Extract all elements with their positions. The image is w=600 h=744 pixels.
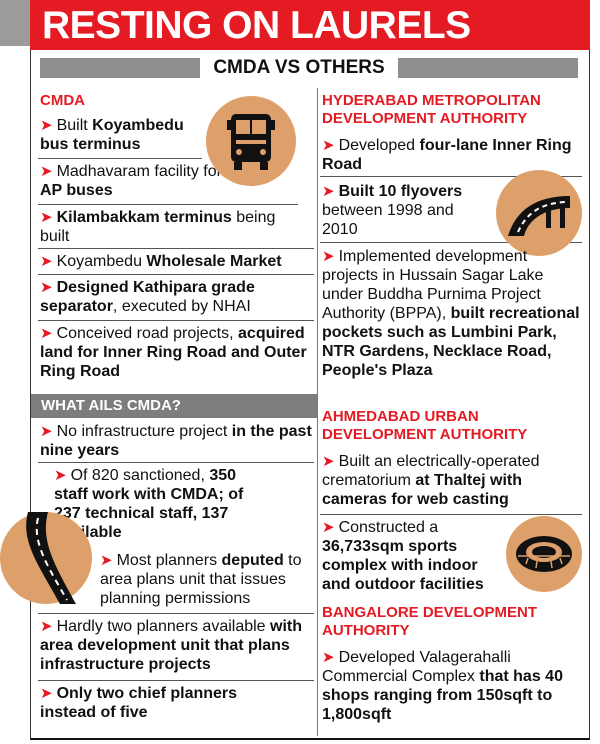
ails-item-3: ➤ Most planners deputed to area plans uni… (100, 552, 302, 607)
divider (38, 204, 298, 205)
divider (38, 680, 314, 681)
left-margin-strip (0, 0, 30, 46)
divider (38, 158, 202, 159)
hmda-item-1: ➤ Developed four-lane Inner Ring Road (322, 137, 572, 173)
subtitle: CMDA VS OTHERS (200, 54, 398, 82)
bda-heading: BANGALORE DEVELOPMENT AUTHORITY (322, 604, 538, 639)
column-divider (317, 88, 318, 736)
cmda-item-1: ➤ Built Koyambedu bus terminus (40, 117, 184, 153)
what-ails-header: WHAT AILS CMDA? (31, 394, 317, 418)
divider (38, 274, 314, 275)
ails-item-1: ➤ No infrastructure project in the past n… (40, 423, 312, 459)
flyover-icon (496, 170, 582, 256)
auda-heading: AHMEDABAD URBAN DEVELOPMENT AUTHORITY (322, 408, 528, 443)
divider (320, 514, 582, 515)
cmda-heading: CMDA (40, 92, 85, 109)
auda-item-1: ➤ Built an electrically-operated cremator… (322, 453, 540, 508)
divider (320, 242, 582, 243)
ails-item-4: ➤ Hardly two planners available with area… (40, 618, 303, 673)
hmda-item-2: ➤ Built 10 flyovers between 1998 and 2010 (322, 183, 463, 238)
title-banner: RESTING ON LAURELS (30, 0, 590, 50)
divider (38, 462, 314, 463)
auda-item-2: ➤ Constructed a 36,733sqm sports complex … (322, 519, 484, 593)
cmda-item-4: ➤ Koyambedu Wholesale Market (40, 253, 282, 270)
cmda-item-6: ➤ Conceived road projects, acquired land … (40, 325, 307, 380)
divider (38, 320, 314, 321)
divider (320, 176, 582, 177)
cmda-item-5: ➤ Designed Kathipara grade separator, exe… (40, 279, 255, 315)
page-title: RESTING ON LAURELS (42, 4, 471, 47)
ails-item-2: ➤ Of 820 sanctioned, 350 staff work with … (54, 467, 244, 541)
bda-item-1: ➤ Developed Valagerahalli Commercial Comp… (322, 649, 563, 723)
cmda-item-3: ➤ Kilambakkam terminus being built (40, 209, 276, 245)
divider (38, 613, 314, 614)
road-icon (0, 512, 92, 604)
stadium-icon (506, 516, 582, 592)
infographic-frame (30, 0, 590, 740)
divider (38, 248, 314, 249)
hmda-item-3: ➤ Implemented development projects in Hus… (322, 248, 580, 379)
hmda-heading: HYDERABAD METROPOLITAN DEVELOPMENT AUTHO… (322, 92, 541, 127)
cmda-item-2: ➤ Madhavaram facility for AP buses (40, 163, 222, 199)
bus-icon (206, 96, 296, 186)
ails-item-5: ➤ Only two chief planners instead of five (40, 685, 238, 721)
